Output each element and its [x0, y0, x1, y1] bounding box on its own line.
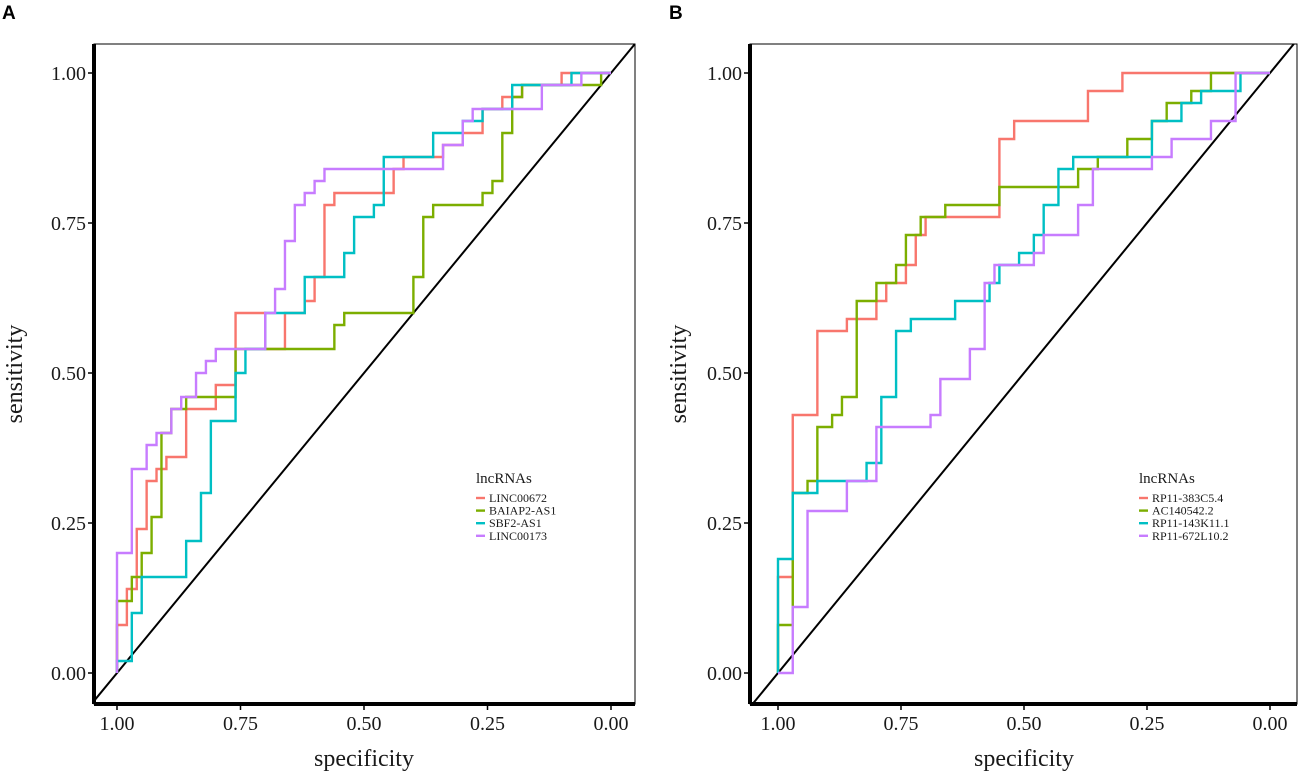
legend: lncRNAs LINC00672BAIAP2-AS1SBF2-AS1LINC0… — [476, 471, 556, 543]
roc-curve-baiap2-as1 — [115, 71, 611, 673]
legend-label: AC140542.2 — [1152, 504, 1214, 518]
x-tick-label: 0.25 — [470, 713, 505, 735]
axis-ticks: 1.00 0.75 0.50 0.25 0.00 0.00 0.25 0.50 0.75 1.00 — [707, 63, 1288, 735]
roc-panel-a: A 1.00 0.75 0.50 0.25 0.000.000.250.500.751.… — [2, 3, 636, 772]
y-tick-label: 0.25 — [51, 513, 86, 535]
series-layer — [776, 71, 1270, 675]
y-axis-title: sensitivity — [666, 325, 692, 424]
y-tick-label: 1.00 — [707, 63, 742, 85]
legend-label: RP11-672L10.2 — [1152, 529, 1229, 543]
x-tick-label: 1.00 — [761, 713, 796, 735]
y-tick-label: 0.25 — [707, 513, 742, 535]
roc-curve-rp11-672l10.2 — [778, 71, 1270, 675]
legend-title: lncRNAs — [476, 471, 532, 487]
reference-diagonal — [93, 43, 636, 702]
y-tick-label: 0.75 — [707, 213, 742, 235]
roc-curve-sbf2-as1 — [115, 71, 611, 673]
roc-panel-b: B 1.00 0.75 0.50 0.25 0.000.000.250.500.751.… — [666, 3, 1298, 772]
legend-label: LINC00173 — [489, 529, 547, 543]
legend-label: RP11-383C5.4 — [1152, 491, 1223, 505]
x-axis-title: specificity — [974, 746, 1074, 772]
y-axis-title: sensitivity — [2, 325, 28, 424]
axis-ticks: 1.00 0.75 0.50 0.25 0.00 0.00 0.25 0.50 0.75 1.00 — [51, 63, 629, 735]
x-axis-title: specificity — [314, 746, 414, 772]
y-tick-label: 0.50 — [707, 363, 742, 385]
x-tick-label: 0.75 — [223, 713, 258, 735]
legend: lncRNAs RP11-383C5.4AC140542.2RP11-143K1… — [1139, 471, 1229, 543]
roc-curve-linc00173 — [115, 71, 611, 673]
legend-label: BAIAP2-AS1 — [489, 504, 556, 518]
x-tick-label: 0.25 — [1130, 713, 1165, 735]
legend-label: LINC00672 — [489, 491, 547, 505]
reference-diagonal — [751, 43, 1295, 705]
y-tick-label: 0.00 — [51, 663, 86, 685]
y-tick-label: 0.50 — [51, 363, 86, 385]
x-tick-label: 0.50 — [1007, 713, 1042, 735]
y-tick-label: 0.00 — [707, 663, 742, 685]
y-tick-label: 1.00 — [51, 63, 86, 85]
legend-label: SBF2-AS1 — [489, 516, 542, 530]
series-layer — [115, 71, 611, 673]
legend-label: RP11-143K11.1 — [1152, 516, 1229, 530]
panel-label-b: B — [669, 3, 683, 24]
x-tick-label: 1.00 — [100, 713, 135, 735]
legend-title: lncRNAs — [1139, 471, 1195, 487]
x-tick-label: 0.75 — [884, 713, 919, 735]
x-tick-label: 0.00 — [594, 713, 629, 735]
x-tick-label: 0.50 — [347, 713, 382, 735]
y-tick-label: 0.75 — [51, 213, 86, 235]
panel-label-a: A — [2, 3, 16, 24]
x-tick-label: 0.00 — [1253, 713, 1288, 735]
